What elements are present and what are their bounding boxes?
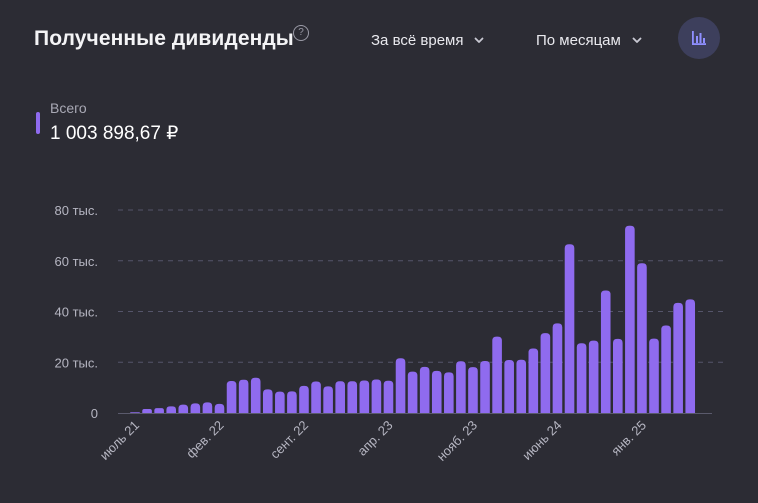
bar xyxy=(456,361,466,413)
bar xyxy=(516,359,527,413)
bar xyxy=(637,263,647,413)
bar xyxy=(335,381,345,413)
bar xyxy=(540,333,551,413)
bar xyxy=(275,391,285,413)
bar xyxy=(492,336,502,413)
x-tick-label: янв. 25 xyxy=(608,418,649,459)
bar xyxy=(528,348,539,413)
bar xyxy=(359,380,370,413)
x-tick-label: июль 21 xyxy=(97,418,142,463)
bar xyxy=(202,402,213,413)
bar xyxy=(142,408,152,413)
bar xyxy=(323,386,333,413)
legend-label: Всего xyxy=(50,100,87,116)
bar xyxy=(154,408,164,413)
bar xyxy=(166,406,177,413)
bar-chart-icon xyxy=(692,31,706,45)
bar xyxy=(444,372,454,413)
bar xyxy=(311,381,321,413)
bar xyxy=(552,323,563,413)
y-tick-label: 0 xyxy=(91,406,98,421)
bar xyxy=(238,379,249,413)
x-tick-label: апр. 23 xyxy=(354,418,395,459)
x-tick-label: фев. 22 xyxy=(183,418,226,461)
chevron-down-icon xyxy=(632,37,642,43)
bar xyxy=(576,343,587,413)
bar xyxy=(395,358,406,413)
bar xyxy=(383,380,394,413)
bar xyxy=(371,379,382,413)
bar xyxy=(661,325,671,413)
bar xyxy=(178,404,189,413)
bar xyxy=(685,299,696,413)
header: Полученные дивиденды ? За всё время По м… xyxy=(0,0,758,80)
bar xyxy=(564,244,575,413)
y-tick-label: 80 тыс. xyxy=(55,203,98,218)
bar xyxy=(226,381,237,413)
bar xyxy=(287,391,297,413)
bar xyxy=(625,225,635,413)
bar xyxy=(504,359,514,413)
grouping-select[interactable]: По месяцам xyxy=(536,30,643,50)
bar xyxy=(214,403,225,413)
bar xyxy=(419,366,430,413)
period-select[interactable]: За всё время xyxy=(371,30,485,50)
bar xyxy=(468,367,478,413)
bar xyxy=(588,340,599,413)
legend-marker xyxy=(36,112,40,134)
bar xyxy=(130,412,140,413)
bar xyxy=(190,403,201,413)
y-tick-label: 20 тыс. xyxy=(55,355,98,370)
period-select-value: За всё время xyxy=(371,31,464,49)
x-tick-label: сент. 22 xyxy=(267,418,311,462)
bar xyxy=(480,360,490,413)
bar xyxy=(262,389,273,413)
page-title: Полученные дивиденды xyxy=(34,27,294,50)
x-tick-label: июнь 24 xyxy=(519,418,564,463)
bar xyxy=(250,377,261,413)
x-tick-label: нояб. 23 xyxy=(434,418,480,464)
y-tick-label: 40 тыс. xyxy=(55,305,98,320)
bar xyxy=(431,370,442,413)
bar xyxy=(407,371,418,413)
bar xyxy=(649,338,659,413)
chevron-down-icon xyxy=(475,37,484,43)
bar xyxy=(299,385,309,413)
bar xyxy=(613,338,623,413)
bar xyxy=(673,302,683,413)
total-value: 1 003 898,67 ₽ xyxy=(50,123,179,144)
help-icon[interactable]: ? xyxy=(293,25,309,41)
chart-type-button[interactable] xyxy=(678,17,720,59)
grouping-select-value: По месяцам xyxy=(536,31,621,49)
y-tick-label: 60 тыс. xyxy=(55,254,98,269)
bar xyxy=(347,381,358,413)
bar xyxy=(600,290,611,413)
